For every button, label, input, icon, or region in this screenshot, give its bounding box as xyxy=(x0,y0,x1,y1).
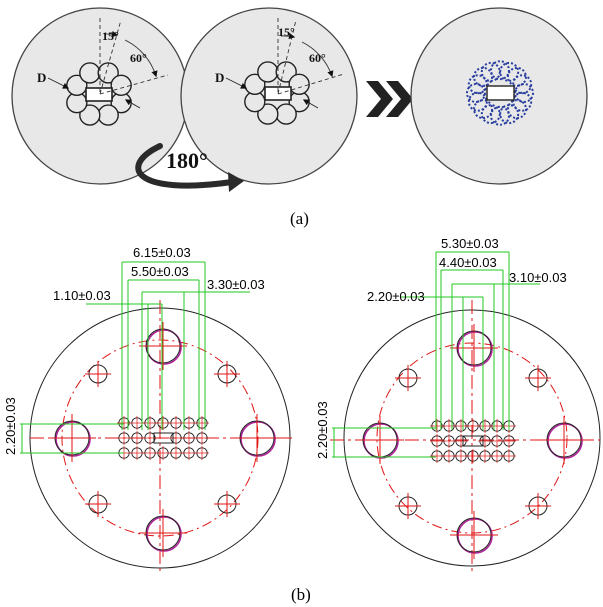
center-slot xyxy=(85,87,113,102)
dim-mid: 4.40±0.03 xyxy=(439,255,497,270)
panel-b: 6.15±0.03 5.50±0.03 3.30±0.03 1.10±0.03 … xyxy=(3,236,601,604)
hole xyxy=(97,62,119,84)
hole xyxy=(490,60,510,81)
hole xyxy=(473,66,494,87)
large-hole xyxy=(457,331,493,367)
large-hole xyxy=(240,421,276,457)
hole xyxy=(97,104,119,126)
right-drawing: 5.30±0.03 4.40±0.03 3.10±0.03 2.20±0.03 … xyxy=(315,236,601,572)
dim-right: 3.10±0.03 xyxy=(509,270,567,285)
hole xyxy=(79,104,101,126)
large-hole xyxy=(547,423,583,459)
hole xyxy=(514,83,534,103)
panel-a: 15° 60° D 15° 60° D 180° xyxy=(11,7,588,228)
large-hole xyxy=(146,516,182,552)
hole xyxy=(490,105,510,126)
dim-vertical: 2.20±0.03 xyxy=(315,401,330,459)
angle-15-label: 15° xyxy=(102,29,119,43)
hole xyxy=(288,73,310,95)
chevron-icon xyxy=(386,81,413,117)
hole xyxy=(506,66,527,87)
hole xyxy=(257,103,279,125)
hole xyxy=(466,83,486,103)
left-drawing: 6.15±0.03 5.50±0.03 3.30±0.03 1.10±0.03 … xyxy=(3,245,292,572)
hole xyxy=(506,99,527,120)
hole xyxy=(275,103,297,125)
angle-60-label: 60° xyxy=(130,51,147,65)
hole-grid xyxy=(430,419,516,463)
large-hole xyxy=(55,421,91,457)
diameter-label: D xyxy=(215,70,224,85)
dim-outer: 6.15±0.03 xyxy=(133,245,191,260)
disc-before-rotation: 15° 60° D xyxy=(11,7,189,185)
chevron-icon xyxy=(366,81,393,117)
large-holes xyxy=(356,324,588,559)
hole xyxy=(473,99,494,120)
center-slot xyxy=(486,85,515,101)
disc-combined xyxy=(410,7,588,185)
small-holes xyxy=(85,361,240,517)
hole xyxy=(275,61,297,83)
large-holes xyxy=(48,322,281,557)
diameter-label: D xyxy=(37,70,46,85)
dim-right: 3.30±0.03 xyxy=(207,277,265,292)
hole-grid xyxy=(117,416,209,460)
hole xyxy=(257,61,279,83)
dim-outer: 5.30±0.03 xyxy=(441,236,499,251)
hole xyxy=(79,62,101,84)
large-hole xyxy=(457,518,493,554)
hole xyxy=(480,104,501,125)
rotation-label: 180° xyxy=(166,148,208,173)
hole xyxy=(110,74,132,96)
dim-mid: 5.50±0.03 xyxy=(131,264,189,279)
large-hole xyxy=(363,423,399,459)
small-holes xyxy=(395,365,551,519)
disc-after-rotation: 15° 60° D xyxy=(180,7,358,185)
hole xyxy=(467,91,488,112)
hole xyxy=(512,74,533,95)
rotation-arrowhead xyxy=(228,172,244,192)
rotation-arrow xyxy=(135,143,235,189)
angle-60-label: 60° xyxy=(309,51,326,65)
dim-left: 1.10±0.03 xyxy=(53,288,111,303)
dotted-hole-ring xyxy=(466,60,534,126)
dim-left: 2.20±0.03 xyxy=(367,289,425,304)
hole xyxy=(499,61,520,82)
dim-vertical: 2.20±0.03 xyxy=(3,397,18,455)
caption-a: (a) xyxy=(290,209,309,228)
angle-15-label: 15° xyxy=(278,25,295,39)
caption-b: (b) xyxy=(291,585,311,604)
large-hole xyxy=(146,329,182,365)
